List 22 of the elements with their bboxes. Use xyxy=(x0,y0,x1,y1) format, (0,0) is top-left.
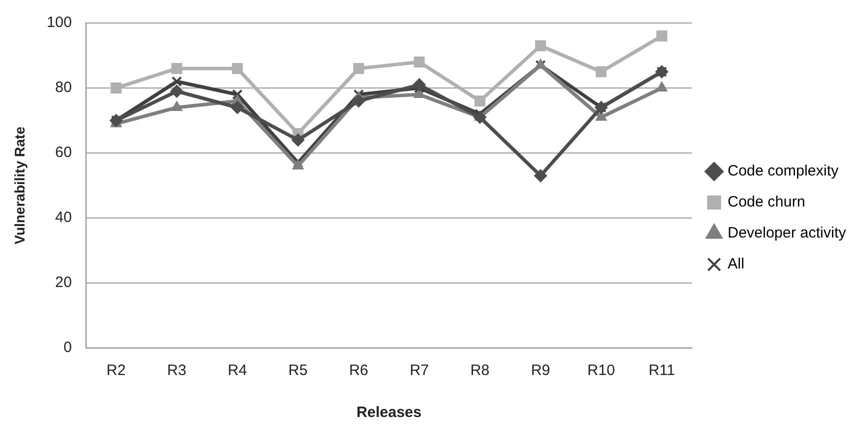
x-tick-label: R7 xyxy=(410,362,429,380)
y-tick-label: 80 xyxy=(55,79,72,96)
y-tick-label: 40 xyxy=(55,209,72,226)
x-tick-label: R3 xyxy=(167,362,186,380)
y-tick-label: 60 xyxy=(55,144,72,162)
y-axis-title: Vulnerability Rate xyxy=(11,126,28,244)
y-tick-label: 20 xyxy=(55,274,72,292)
x-tick-label: R6 xyxy=(349,362,368,380)
y-tick-label: 0 xyxy=(63,339,72,356)
legend-label: Code churn xyxy=(728,194,806,211)
x-axis-title: Releases xyxy=(356,404,422,422)
x-tick-label: R5 xyxy=(288,362,308,380)
x-tick-label: R2 xyxy=(106,362,126,380)
x-tick-label: R4 xyxy=(228,362,247,380)
legend-label: Code complexity xyxy=(728,162,839,180)
legend-label: Developer activity xyxy=(728,224,846,242)
legend-label: All xyxy=(728,256,744,273)
y-tick-label: 100 xyxy=(46,14,72,32)
x-tick-label: R8 xyxy=(470,362,490,380)
x-tick-label: R9 xyxy=(530,362,550,380)
x-tick-label: R10 xyxy=(587,362,615,380)
x-tick-label: R11 xyxy=(648,362,676,380)
